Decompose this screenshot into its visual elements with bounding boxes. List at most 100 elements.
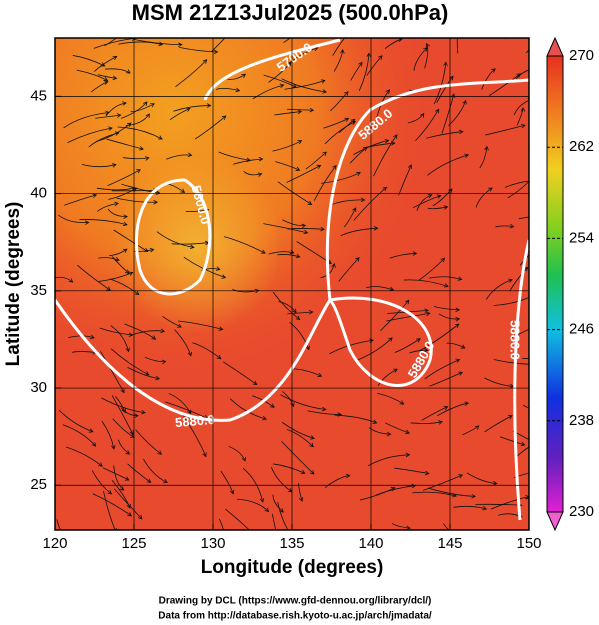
- streamline: [225, 508, 250, 530]
- streamline: [228, 446, 246, 462]
- streamline: [192, 342, 222, 360]
- streamline: [358, 53, 370, 91]
- streamline: [384, 38, 403, 49]
- stream-arrow: [185, 107, 191, 112]
- stream-arrow: [423, 47, 428, 52]
- y-tick-label: 45: [30, 87, 47, 104]
- stream-arrow: [143, 101, 148, 107]
- streamline: [166, 154, 192, 160]
- stream-arrow: [424, 308, 429, 313]
- stream-arrow: [386, 431, 392, 437]
- stream-arrow: [103, 76, 109, 81]
- stream-arrow: [390, 141, 396, 146]
- colorbar-tick-label: 270: [569, 47, 594, 64]
- streamline: [218, 151, 251, 161]
- streamline: [466, 472, 497, 484]
- streamline: [281, 78, 327, 93]
- streamline: [72, 351, 97, 354]
- stream-arrow: [539, 179, 543, 183]
- stream-arrow: [399, 400, 405, 405]
- streamline: [386, 312, 430, 322]
- streamline: [168, 393, 192, 414]
- streamline: [332, 38, 346, 56]
- streamline: [343, 207, 357, 228]
- stream-arrow: [161, 359, 167, 365]
- streamline: [307, 410, 342, 415]
- stream-arrow: [235, 87, 241, 93]
- stream-arrow: [356, 171, 361, 177]
- streamline: [484, 415, 513, 433]
- stream-arrow: [107, 490, 113, 495]
- streamline: [127, 366, 160, 380]
- streamline: [391, 522, 411, 529]
- stream-arrow: [455, 358, 461, 363]
- stream-arrow: [404, 299, 410, 305]
- stream-arrow: [158, 41, 164, 46]
- streamline: [156, 231, 194, 248]
- streamline: [505, 38, 507, 40]
- stream-arrow: [309, 470, 315, 475]
- streamline: [110, 325, 129, 352]
- stream-arrow: [438, 420, 443, 425]
- stream-arrow: [124, 269, 130, 274]
- stream-arrow: [123, 214, 128, 219]
- streamline: [422, 474, 463, 491]
- stream-arrow: [389, 286, 395, 292]
- y-tick-label: 40: [30, 185, 47, 202]
- streamline: [488, 73, 521, 97]
- map-field: [55, 38, 543, 530]
- stream-arrow: [295, 166, 301, 171]
- streamline: [125, 113, 150, 127]
- stream-arrow: [491, 68, 496, 73]
- streamline: [171, 242, 209, 245]
- streamline: [63, 112, 110, 129]
- x-tick-label: 125: [121, 535, 146, 552]
- streamline: [113, 465, 124, 491]
- streamline: [277, 254, 300, 258]
- stream-arrow: [366, 52, 372, 58]
- streamline: [495, 225, 514, 228]
- streamline: [95, 114, 121, 119]
- streamline: [127, 463, 151, 483]
- streamline: [124, 323, 156, 340]
- streamline: [135, 429, 162, 455]
- stream-arrow: [241, 73, 246, 78]
- stream-arrow: [98, 462, 103, 467]
- stream-arrow: [190, 244, 195, 250]
- stream-arrow: [216, 354, 222, 360]
- streamline: [366, 286, 394, 291]
- stream-arrow: [295, 315, 301, 321]
- stream-arrow: [155, 190, 161, 195]
- stream-arrow: [144, 156, 150, 161]
- stream-arrow: [309, 107, 315, 113]
- stream-arrow: [114, 256, 120, 262]
- colorbar-cap: [546, 36, 564, 57]
- stream-arrow: [279, 83, 285, 89]
- stream-arrow: [520, 107, 526, 112]
- stream-arrow: [454, 323, 460, 328]
- streamline: [215, 87, 240, 92]
- stream-arrow: [297, 109, 303, 115]
- streamline: [338, 257, 360, 282]
- streamline: [333, 49, 344, 72]
- stream-arrow: [531, 439, 535, 442]
- stream-arrow: [262, 416, 267, 421]
- streamline: [273, 463, 305, 474]
- stream-arrow: [122, 221, 128, 227]
- stream-arrow: [116, 113, 122, 118]
- streamline: [130, 103, 155, 113]
- streamline: [479, 146, 488, 169]
- streamline: [282, 391, 294, 407]
- stream-arrow: [443, 405, 449, 411]
- streamline: [513, 99, 529, 116]
- streamline: [88, 132, 119, 148]
- stream-arrow: [320, 79, 326, 84]
- contour-label: 5880.0: [508, 320, 523, 360]
- stream-arrow: [134, 413, 139, 418]
- streamline: [493, 297, 529, 306]
- streamline: [272, 291, 300, 320]
- streamline: [162, 315, 182, 328]
- streamline: [67, 127, 113, 143]
- streamline: [389, 253, 417, 259]
- stream-arrow: [372, 419, 378, 424]
